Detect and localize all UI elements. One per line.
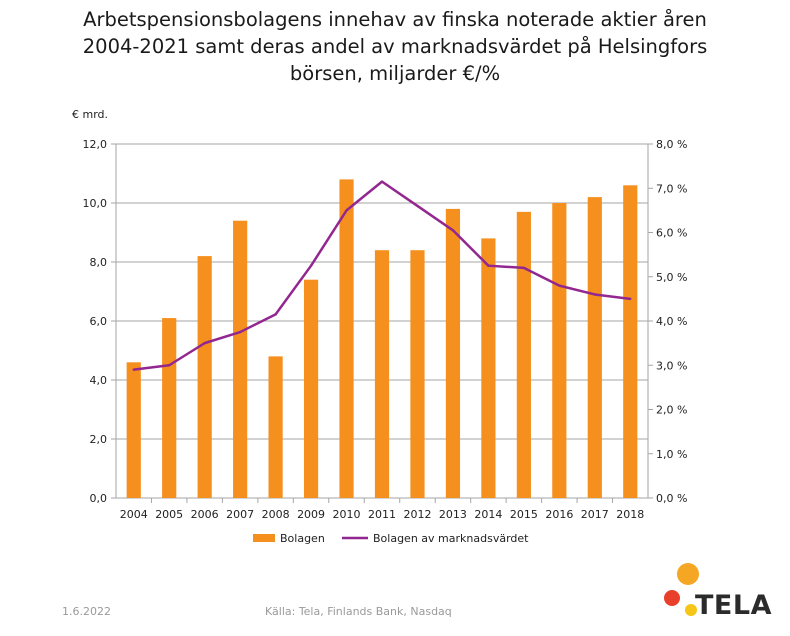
tela-logo: TELA bbox=[658, 560, 778, 626]
tick-label-x: 2004 bbox=[120, 508, 148, 521]
y-axis-right-ticks: 0,0 % 1,0 % 2,0 % 3,0 % 4,0 % 5,0 % 6,0 % 7,0 %… bbox=[648, 138, 687, 505]
bar-2009 bbox=[303, 279, 319, 498]
line-point-2013 bbox=[451, 229, 455, 232]
bar-2006 bbox=[197, 256, 212, 498]
logo-text: TELA bbox=[695, 590, 772, 621]
tick-label-right: 7,0 % bbox=[656, 182, 687, 195]
bar-2005 bbox=[162, 318, 177, 498]
bar-2008 bbox=[268, 356, 283, 498]
tick-label-x: 2013 bbox=[439, 508, 467, 521]
tick-label-x: 2015 bbox=[510, 508, 538, 521]
legend: Bolagen Bolagen av marknadsvärdet bbox=[253, 532, 529, 545]
tick-label-x: 2016 bbox=[545, 508, 573, 521]
tick-label-x: 2014 bbox=[474, 508, 502, 521]
line-series bbox=[132, 180, 632, 371]
tick-label-right: 0,0 % bbox=[656, 492, 687, 505]
bar-2011 bbox=[374, 250, 390, 498]
tick-label-x: 2009 bbox=[297, 508, 325, 521]
line-point-2012 bbox=[416, 204, 419, 208]
tick-label-left: 6,0 bbox=[90, 315, 108, 328]
line-point-2008 bbox=[274, 313, 277, 316]
bar-2013 bbox=[445, 208, 461, 498]
tick-label-x: 2010 bbox=[333, 508, 361, 521]
y-axis-left-ticks: 0,0 2,0 4,0 6,0 8,0 10,0 12,0 bbox=[83, 138, 116, 505]
tick-label-right: 4,0 % bbox=[656, 315, 687, 328]
tick-label-left: 10,0 bbox=[83, 197, 108, 210]
y-axis-label-left: € mrd. bbox=[72, 108, 108, 121]
bar-2017 bbox=[587, 197, 602, 498]
bar-2004 bbox=[126, 362, 141, 498]
legend-label-bar: Bolagen bbox=[280, 532, 325, 545]
line-point-2014 bbox=[487, 264, 490, 267]
bar-2012 bbox=[410, 250, 425, 498]
tick-label-x: 2017 bbox=[581, 508, 609, 521]
bar-2014 bbox=[481, 238, 496, 498]
line-point-2017 bbox=[593, 293, 596, 296]
line-point-2005 bbox=[168, 364, 171, 367]
tick-label-x: 2008 bbox=[262, 508, 290, 521]
line-point-2016 bbox=[558, 284, 561, 287]
bar-2015 bbox=[516, 211, 531, 498]
tick-label-x: 2005 bbox=[155, 508, 183, 521]
tick-label-x: 2011 bbox=[368, 508, 396, 521]
tick-label-x: 2012 bbox=[403, 508, 431, 521]
footer-date: 1.6.2022 bbox=[62, 605, 111, 618]
tick-label-x: 2007 bbox=[226, 508, 254, 521]
tick-label-x: 2006 bbox=[191, 508, 219, 521]
tick-label-left: 2,0 bbox=[90, 433, 108, 446]
line-point-2018 bbox=[629, 297, 632, 301]
bar-series bbox=[126, 179, 638, 499]
tick-label-right: 6,0 % bbox=[656, 227, 687, 240]
chart-title: Arbetspensionsbolagens innehav av finska… bbox=[0, 6, 790, 87]
chart-title-line-1: Arbetspensionsbolagens innehav av finska… bbox=[83, 8, 707, 31]
footer-source: Källa: Tela, Finlands Bank, Nasdaq bbox=[265, 605, 452, 618]
chart-title-line-3: börsen, miljarder €/% bbox=[289, 62, 501, 85]
tick-label-right: 5,0 % bbox=[656, 271, 687, 284]
line-point-2010 bbox=[345, 209, 348, 212]
legend-label-line: Bolagen av marknadsvärdet bbox=[373, 532, 529, 545]
line-point-2004 bbox=[132, 368, 135, 371]
legend-swatch-bar bbox=[253, 534, 275, 542]
tick-label-left: 12,0 bbox=[83, 138, 108, 151]
line-point-2006 bbox=[203, 341, 206, 345]
chart-title-line-2: 2004-2021 samt deras andel av marknadsvä… bbox=[82, 35, 708, 58]
tick-label-right: 2,0 % bbox=[656, 404, 687, 417]
tick-label-left: 8,0 bbox=[90, 256, 108, 269]
tick-label-left: 0,0 bbox=[90, 492, 108, 505]
tick-label-left: 4,0 bbox=[90, 374, 108, 387]
bar-2018 bbox=[623, 185, 638, 499]
bar-2010 bbox=[339, 179, 354, 498]
tick-label-right: 1,0 % bbox=[656, 448, 687, 461]
bar-2007 bbox=[233, 220, 248, 498]
tick-label-right: 8,0 % bbox=[656, 138, 687, 151]
line-point-2007 bbox=[238, 330, 242, 334]
tick-label-x: 2018 bbox=[616, 508, 644, 521]
tick-label-right: 3,0 % bbox=[656, 359, 687, 372]
line-point-2009 bbox=[309, 264, 313, 267]
line-point-2015 bbox=[522, 266, 526, 270]
logo-drop-icon bbox=[664, 563, 699, 616]
x-axis-ticks: 2004 2005 2006 2007 2008 2009 2010 2011 2012 2013… bbox=[120, 498, 644, 521]
line-point-2011 bbox=[380, 180, 384, 183]
bar-2016 bbox=[552, 203, 567, 498]
